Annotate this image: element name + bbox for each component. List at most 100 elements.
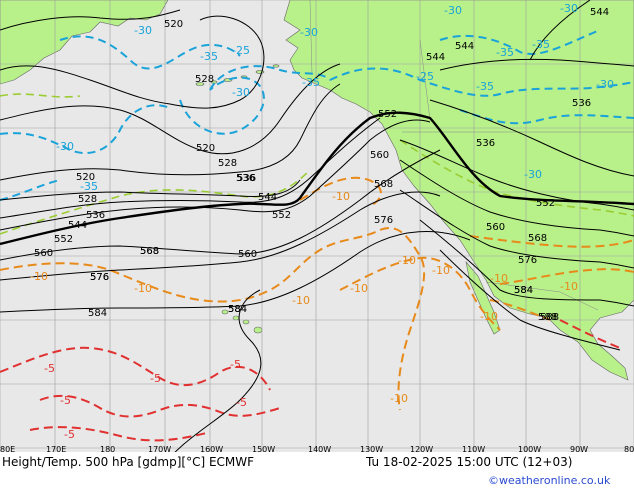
height-label-34: 576	[518, 255, 537, 266]
height-label-14: 536	[86, 210, 105, 221]
height-label-28: 576	[374, 215, 393, 226]
temp-cold-label-15: -30	[524, 168, 542, 181]
height-label-9: 576	[90, 272, 109, 283]
temp-warm-label-8: -10	[560, 280, 578, 293]
temp-cold-label-11: -30	[596, 78, 614, 91]
credit-link[interactable]: ©weatheronline.co.uk	[488, 474, 611, 487]
height-label-8: 568	[140, 246, 159, 257]
temp-cold-label-10: -35	[532, 38, 550, 51]
height-label-5: 544	[258, 192, 277, 203]
north-america-land	[283, 0, 634, 381]
temp-cold-label-13: -30	[56, 140, 74, 153]
temp-cold-label-4: -30	[300, 26, 318, 39]
temperature-contours-hot	[0, 319, 621, 442]
temp-warm-label-9: -10	[480, 310, 498, 323]
temp-cold-label-1: -35	[200, 50, 218, 63]
height-label-21: 588	[538, 312, 557, 323]
height-label-0: 520	[164, 19, 183, 30]
height-label-22: 544	[455, 41, 474, 52]
temp-hot-label-0: -5	[150, 372, 161, 385]
map-datetime: Tu 18-02-2025 15:00 UTC (12+03)	[365, 455, 572, 469]
height-label-11: 584	[228, 304, 247, 315]
height-label-37: 536	[572, 98, 591, 109]
temp-cold-label-9: -30	[560, 2, 578, 15]
temp-hot-label-4: -5	[230, 358, 241, 371]
height-label-30: 536	[476, 138, 495, 149]
longitude-label-8: 120W	[410, 445, 433, 454]
height-label-4: 536	[237, 173, 256, 184]
height-label-20: 584	[228, 304, 247, 315]
longitude-label-6: 140W	[308, 445, 331, 454]
temp-warm-label-10: -10	[390, 392, 408, 405]
longitude-label-9: 110W	[462, 445, 485, 454]
longitude-label-1: 170E	[46, 445, 66, 454]
temp-warm-label-4: -10	[398, 254, 416, 267]
longitude-label-2: 180	[100, 445, 115, 454]
longitude-axis-labels: 80E 170E 180 170W 160W 150W 140W 130W 120W 110W 10…	[0, 445, 634, 454]
temperature-labels-warm: -10 -10 -10 -10 -10 -10 -10 -10 -10 -10 -10	[30, 190, 578, 405]
height-label-38: 544	[590, 7, 609, 18]
temp-warm-label-0: -10	[30, 270, 48, 283]
height-label-15: 544	[68, 220, 87, 231]
temperature-labels-hot: -5 -5 -5 -5 -5 -5	[44, 358, 247, 441]
height-label-25: 536	[236, 173, 255, 184]
longitude-label-0: 80E	[0, 445, 15, 454]
height-label-2: 520	[196, 143, 215, 154]
height-label-17: 560	[34, 248, 53, 259]
temp-warm-label-5: -10	[332, 190, 350, 203]
height-contours	[0, 0, 634, 471]
longitude-label-3: 170W	[148, 445, 171, 454]
height-label-19: 576	[90, 272, 109, 283]
height-label-35: 584	[514, 285, 533, 296]
height-label-23: 544	[426, 52, 445, 63]
temp-warm-label-7: -10	[490, 272, 508, 285]
temperature-labels-cold: -30 -35 -30 -25 -30 -35 -30 -25 -35 -30 -35 -30 -35 -…	[56, 2, 614, 193]
temp-warm-label-3: -10	[350, 282, 368, 295]
land-masses	[0, 0, 634, 381]
temp-cold-label-6: -30	[444, 4, 462, 17]
longitude-label-4: 160W	[200, 445, 223, 454]
temp-cold-label-5: -35	[302, 76, 320, 89]
height-label-36: 588	[540, 312, 559, 323]
height-label-1: 528	[195, 74, 214, 85]
temp-cold-label-8: -35	[496, 46, 514, 59]
height-label-24: 552	[378, 109, 397, 120]
height-label-31: 552	[536, 198, 555, 209]
height-label-6: 552	[272, 210, 291, 221]
longitude-label-7: 130W	[360, 445, 383, 454]
height-label-16: 552	[54, 234, 73, 245]
longitude-label-11: 90W	[570, 445, 588, 454]
temp-cold-label-7: -25	[416, 70, 434, 83]
temp-cold-label-0: -30	[134, 24, 152, 37]
temperature-contours-mid	[0, 93, 634, 235]
temp-cold-label-3: -25	[232, 44, 250, 57]
temp-warm-label-1: -10	[134, 282, 152, 295]
aleutian-islands	[195, 64, 280, 86]
temp-cold-label-14: -35	[80, 180, 98, 193]
height-label-27: 568	[374, 179, 393, 190]
temp-cold-label-12: -35	[476, 80, 494, 93]
footer-background	[0, 452, 634, 490]
height-label-3: 528	[218, 158, 237, 169]
height-label-29: 584	[514, 285, 533, 296]
height-label-33: 568	[528, 233, 547, 244]
longitude-label-12: 80	[624, 445, 634, 454]
temp-hot-label-3: -5	[236, 396, 247, 409]
temperature-contours-cold	[0, 29, 634, 201]
longitude-label-5: 150W	[252, 445, 275, 454]
temp-hot-label-2: -5	[60, 394, 71, 407]
longitude-label-10: 100W	[518, 445, 541, 454]
height-label-7: 560	[238, 249, 257, 260]
temp-warm-label-6: -10	[432, 264, 450, 277]
temp-hot-label-5: -5	[64, 428, 75, 441]
height-label-12: 520	[76, 172, 95, 183]
height-label-10: 584	[88, 308, 107, 319]
height-label-32: 560	[486, 222, 505, 233]
temp-cold-label-2: -30	[232, 86, 250, 99]
map-title: Height/Temp. 500 hPa [gdmp][°C] ECMWF	[2, 455, 254, 469]
height-label-26: 560	[370, 150, 389, 161]
height-label-18: 568	[140, 246, 159, 257]
temp-warm-label-2: -10	[292, 294, 310, 307]
